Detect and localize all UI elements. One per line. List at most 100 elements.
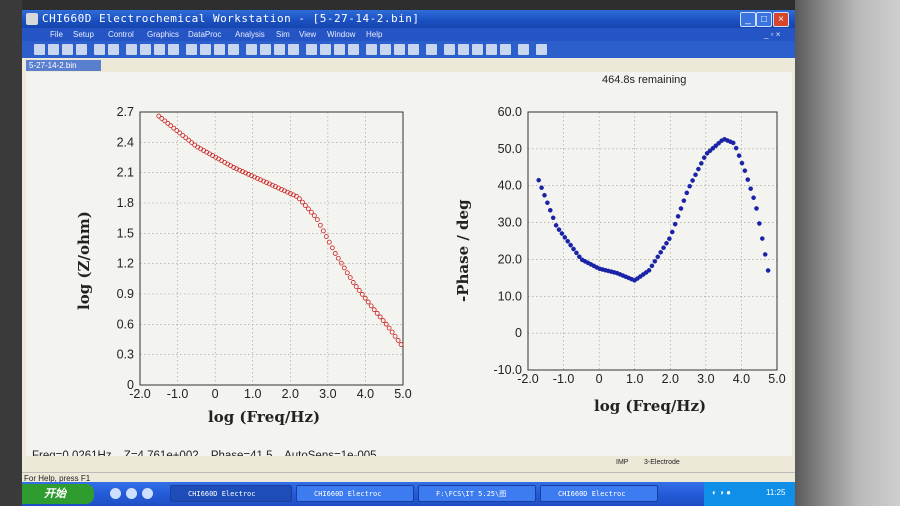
help-hint: For Help, press F1 [24,474,91,483]
menu-window[interactable]: Window [327,30,356,39]
impedance-point [347,275,353,280]
toolbar [22,41,795,58]
print-icon[interactable] [76,44,87,55]
desktop-icon[interactable] [126,488,137,499]
menu-control[interactable]: Control [108,30,134,39]
mechanism-icon[interactable] [458,44,469,55]
menu-help[interactable]: Help [366,30,383,39]
disk-icon[interactable] [426,44,437,55]
impedance-ytick-label: 0.6 [117,317,134,331]
analysis-icon[interactable] [472,44,483,55]
smooth-icon[interactable] [306,44,317,55]
minimize-button[interactable]: _ [740,12,756,27]
impedance-point [323,234,329,239]
cell-icon[interactable] [214,44,225,55]
phase-point [672,221,678,227]
window-title: CHI660D Electrochemical Workstation - [5… [42,12,420,25]
close-button[interactable]: × [773,12,789,27]
zoom-icon[interactable] [288,44,299,55]
title-bar: CHI660D Electrochemical Workstation - [5… [22,10,795,28]
save-icon[interactable] [62,44,73,55]
window-icon[interactable] [518,44,529,55]
phase-ytick-label: 0 [515,326,522,340]
impedance-point [362,295,368,301]
graph-icon[interactable] [246,44,257,55]
taskbar: 开始 CHI660D Electroc CHI660D Electroc F:\… [22,482,795,506]
impedance-point [329,245,335,251]
derivative-icon[interactable] [320,44,331,55]
clock: 11:25 [766,488,786,497]
export-icon[interactable] [500,44,511,55]
impedance-frame [139,111,404,386]
new-file-icon[interactable] [34,44,45,55]
phase-point [739,160,745,166]
stop-icon[interactable] [154,44,165,55]
phase-point [545,200,550,206]
phase-xtick-label: -1.0 [553,372,575,386]
menu-setup[interactable]: Setup [73,30,94,39]
task-chi660d-1[interactable]: CHI660D Electroc [170,485,292,502]
impedance-point [294,193,299,199]
menu-analysis[interactable]: Analysis [235,30,265,39]
impedance-ytick-label: 0.9 [117,287,134,301]
menu-view[interactable]: View [299,30,317,39]
impedance-point [371,307,377,313]
report-icon[interactable] [486,44,497,55]
impedance-point [368,303,374,309]
document-tab[interactable]: 5-27-14-2.bin [26,60,101,71]
menu-file[interactable]: File [50,30,63,39]
phase-point [655,254,661,260]
impedance-ytick-label: 0.3 [117,348,134,362]
filter-icon[interactable] [200,44,211,55]
phase-point [574,250,579,256]
phase-point [765,268,771,273]
step-icon[interactable] [228,44,239,55]
app-icon [26,13,38,25]
task-chi660d-2[interactable]: CHI660D Electroc [296,485,414,502]
phase-point [661,245,666,251]
impedance-point [398,342,404,347]
overlay-icon[interactable] [260,44,271,55]
fit-icon[interactable] [408,44,419,55]
sim-icon[interactable] [444,44,455,55]
phase-point [733,145,739,151]
reverse-icon[interactable] [168,44,179,55]
convolve-icon[interactable] [348,44,359,55]
media-icon[interactable] [142,488,153,499]
phase-point [704,150,710,156]
impedance-ytick-label: 2.4 [117,135,134,149]
technique-icon[interactable] [94,44,105,55]
integrate-icon[interactable] [334,44,345,55]
ie-icon[interactable] [110,488,121,499]
start-button[interactable]: 开始 [22,484,94,504]
impedance-point [299,199,305,205]
task-chi660d-3[interactable]: CHI660D Electroc [540,485,658,502]
phase-point [658,249,663,255]
phase-point [565,238,571,244]
maximize-button[interactable]: □ [756,12,772,27]
menu-graphics[interactable]: Graphics [147,30,180,39]
help-icon[interactable] [536,44,547,55]
fft-icon[interactable] [394,44,405,55]
run-icon[interactable] [126,44,137,55]
mdi-window-controls[interactable]: _ ▫ × [764,30,781,39]
menu-sim[interactable]: Sim [276,30,290,39]
impedance-point [308,209,314,215]
app-window: CHI660D Electrochemical Workstation - [5… [22,10,795,485]
impedance-chart: -2.0 -1.0 0 1.0 2.0 3.0 4.0 5.0 0 0.3 0.6 0.9 1.2 1.5… [117,105,412,400]
pause-icon[interactable] [140,44,151,55]
menu-dataproc[interactable]: DataProc [188,30,222,39]
parameters-icon[interactable] [108,44,119,55]
phase-ytick-label: 20.0 [498,252,522,266]
peak-icon[interactable] [366,44,377,55]
baseline-icon[interactable] [380,44,391,55]
ir-comp-icon[interactable] [186,44,197,55]
phase-point [646,268,652,273]
add-plot-icon[interactable] [274,44,285,55]
tray-icons[interactable]: ◐ ◑ ● [712,488,731,497]
phase-point [553,223,559,228]
impedance-point [326,239,332,245]
phase-point [539,185,544,191]
task-folder[interactable]: F:\FCS\IT 5.25\图 [418,485,536,502]
open-file-icon[interactable] [48,44,59,55]
